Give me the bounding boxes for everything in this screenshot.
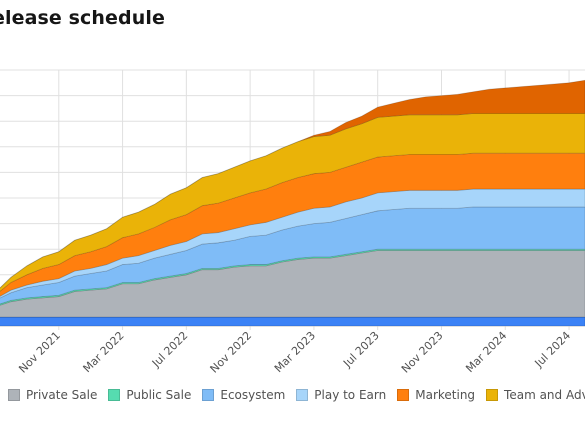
x-tick-label: Jul 2022 — [149, 329, 191, 371]
legend-label: Play to Earn — [314, 388, 387, 402]
legend-item[interactable]: Public Sale — [108, 388, 191, 402]
legend: Private Sale Public Sale Ecosystem Play to … — [8, 388, 585, 402]
legend-swatch — [8, 389, 20, 401]
area-marketing — [0, 152, 585, 297]
area-series-7 — [0, 79, 585, 289]
x-tick-label: Mar 2023 — [272, 329, 318, 375]
x-tick-label: Mar 2022 — [81, 329, 127, 375]
x-axis-ticks: Nov 2021 Mar 2022 Jul 2022 Nov 2022 Mar 2023… — [16, 329, 573, 376]
legend-label: Marketing — [415, 388, 476, 402]
chart-title: elease schedule — [0, 7, 165, 29]
x-tick-label: Nov 2021 — [16, 329, 63, 376]
legend-label: Ecosystem — [220, 388, 286, 402]
legend-item[interactable]: Play to Earn — [296, 388, 386, 402]
area-series-0 — [0, 316, 585, 327]
legend-swatch — [397, 389, 410, 401]
legend-swatch — [296, 389, 309, 401]
legend-label: Private Sale — [26, 388, 98, 402]
legend-swatch — [486, 389, 499, 401]
legend-swatch — [202, 389, 215, 401]
legend-item[interactable]: Marketing — [397, 388, 475, 402]
x-tick-label: Jul 2024 — [532, 329, 574, 371]
x-tick-label: Nov 2022 — [208, 329, 255, 376]
x-tick-label: Mar 2024 — [463, 329, 509, 375]
x-tick-label: Jul 2023 — [340, 329, 382, 371]
legend-label: Public Sale — [126, 388, 192, 402]
legend-item[interactable]: Ecosystem — [202, 388, 285, 402]
series-areas — [0, 79, 585, 327]
area-team-and-advisors — [0, 113, 585, 292]
legend-label: Team and Advisors — [504, 388, 585, 402]
x-tick-label: Nov 2023 — [399, 329, 446, 376]
legend-item[interactable]: Team and Advisors — [486, 388, 585, 402]
legend-swatch — [108, 389, 121, 401]
legend-item[interactable]: Private Sale — [8, 388, 97, 402]
